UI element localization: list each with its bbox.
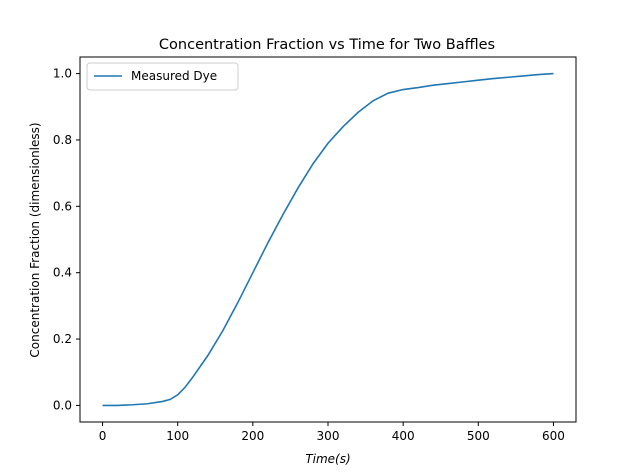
- legend-box: [86, 62, 239, 91]
- series-line-measured-dye: [102, 72, 554, 407]
- x-axis: 0 100 200 300 400 500 600: [99, 422, 565, 443]
- x-tick-label: 400: [392, 429, 415, 443]
- x-tick-label: 100: [166, 429, 189, 443]
- x-tick-label: 300: [317, 429, 340, 443]
- x-tick-label: 0: [99, 429, 107, 443]
- chart-title: Concentration Fraction vs Time for Two B…: [159, 37, 495, 53]
- plot-area: [79, 56, 577, 423]
- x-tick-label: 600: [542, 429, 565, 443]
- legend-label-measured-dye: Measured Dye: [131, 69, 217, 83]
- y-tick-label: 0.8: [53, 133, 72, 147]
- legend: Measured Dye: [86, 62, 239, 91]
- y-axis: 0.0 0.2 0.4 0.6 0.8 1.0: [53, 67, 80, 412]
- x-tick-label: 200: [241, 429, 264, 443]
- y-tick-label: 0.0: [53, 398, 72, 412]
- y-tick-label: 0.2: [53, 332, 72, 346]
- y-axis-title: Concentration Fraction (dimensionless): [28, 122, 42, 357]
- x-axis-title: Time(s): [305, 452, 350, 466]
- x-tick-label: 500: [467, 429, 490, 443]
- y-tick-label: 0.6: [53, 199, 72, 213]
- y-tick-label: 1.0: [53, 67, 72, 81]
- y-tick-label: 0.4: [53, 266, 72, 280]
